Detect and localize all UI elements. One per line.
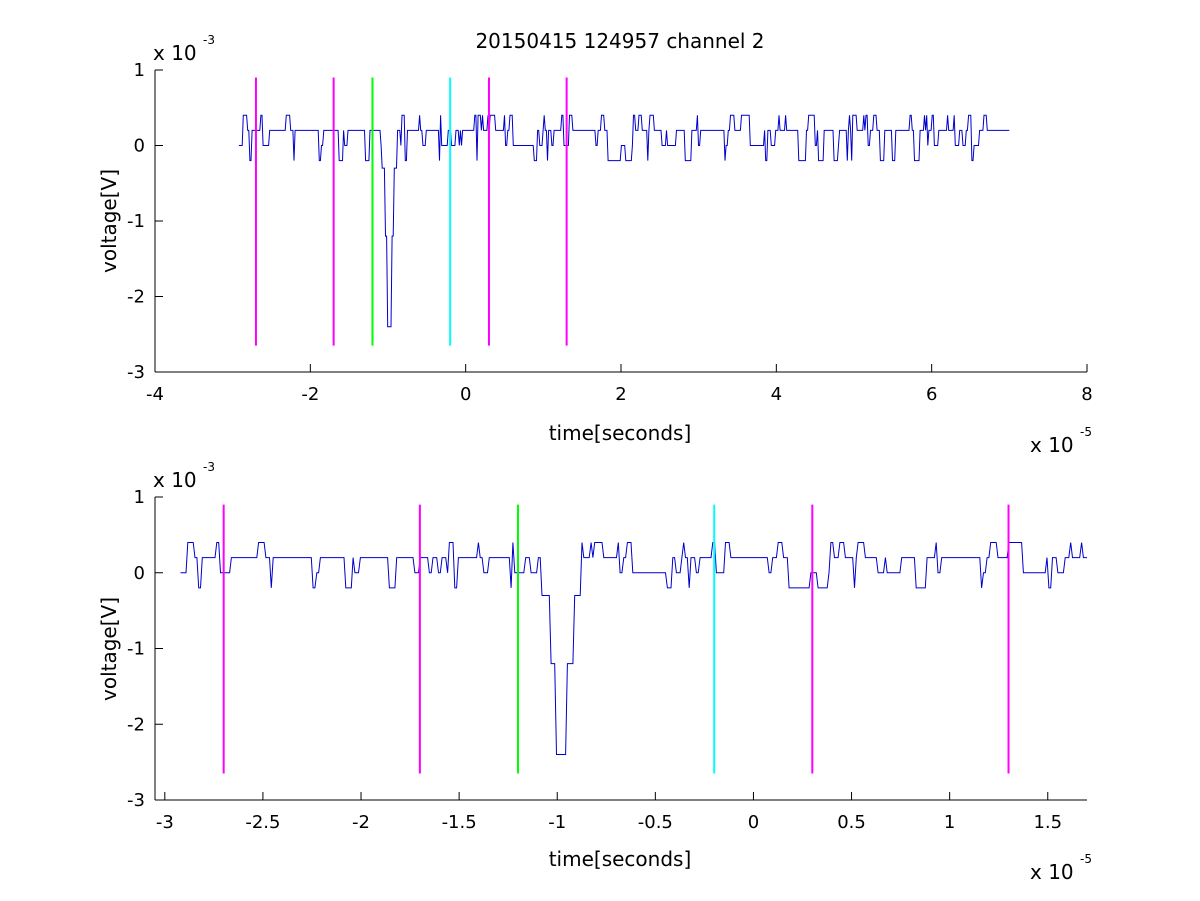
y-tick-label: -1 [127,211,145,232]
axis-ticks [155,496,1049,801]
x-tick-label: -1 [548,812,566,833]
y-multiplier-base: x 10 [153,41,197,65]
x-tick-label: 0 [460,384,471,405]
x-tick-label: -2 [352,812,370,833]
y-axis-label: voltage[V] [97,169,121,273]
y-tick-label: 1 [134,60,145,81]
x-multiplier-base: x 10 [1030,860,1074,884]
x-tick-label: 1 [944,812,955,833]
x-tick-label: -2.5 [245,812,280,833]
signal-series [180,542,1087,755]
axis-ticks [154,69,1088,373]
y-multiplier: x 10 -3 [153,460,215,492]
signal-trace [238,114,1010,328]
x-tick-label: 8 [1081,384,1092,405]
x-tick-label: 1.5 [1033,812,1062,833]
x-tick-label: 0.5 [837,812,866,833]
x-tick-labels: -4 -2 0 2 4 6 8 [146,384,1093,405]
y-tick-labels: -3 -2 -1 0 1 [127,487,145,811]
y-tick-label: 0 [134,136,145,157]
x-tick-label: -4 [146,384,164,405]
x-axis-label: time[seconds] [549,847,692,871]
y-tick-label: 0 [134,563,145,584]
signal-series [238,114,1010,328]
x-tick-label: 2 [615,384,626,405]
event-markers [254,77,568,346]
x-multiplier-exponent: -5 [1080,852,1092,866]
y-tick-label: -1 [127,639,145,660]
x-tick-label: 6 [926,384,937,405]
y-axis-label: voltage[V] [97,597,121,701]
top-plot-panel: 20150415 124957 channel 2 -4 -2 0 2 4 6 8 -3 -2… [97,29,1093,457]
x-multiplier: x 10 -5 [1030,425,1092,457]
bottom-plot-panel: -3 -2.5 -2 -1.5 -1 -0.5 0 0.5 1 1.5 -3 -2 -1 0 1 time… [97,460,1092,884]
y-tick-label: -2 [127,287,145,308]
event-markers [222,504,1010,774]
x-axis-label: time[seconds] [549,421,692,445]
y-multiplier: x 10 -3 [153,33,215,65]
y-tick-labels: -3 -2 -1 0 1 [127,60,145,383]
x-multiplier-exponent: -5 [1080,425,1092,439]
y-tick-label: -2 [127,714,145,735]
x-tick-label: -2 [301,384,319,405]
y-tick-label: -3 [127,790,145,811]
y-multiplier-exponent: -3 [203,33,215,47]
plot-title: 20150415 124957 channel 2 [475,29,764,53]
y-multiplier-base: x 10 [153,468,197,492]
y-multiplier-exponent: -3 [203,460,215,474]
y-tick-label: -3 [127,362,145,383]
x-tick-label: -3 [156,812,174,833]
x-tick-label: -1.5 [442,812,477,833]
x-multiplier-base: x 10 [1030,433,1074,457]
x-tick-label: 4 [771,384,782,405]
x-tick-label: 0 [748,812,759,833]
x-tick-label: -0.5 [638,812,673,833]
x-tick-labels: -3 -2.5 -2 -1.5 -1 -0.5 0 0.5 1 1.5 [156,812,1062,833]
x-multiplier: x 10 -5 [1030,852,1092,884]
signal-trace [180,542,1087,755]
y-tick-label: 1 [134,487,145,508]
